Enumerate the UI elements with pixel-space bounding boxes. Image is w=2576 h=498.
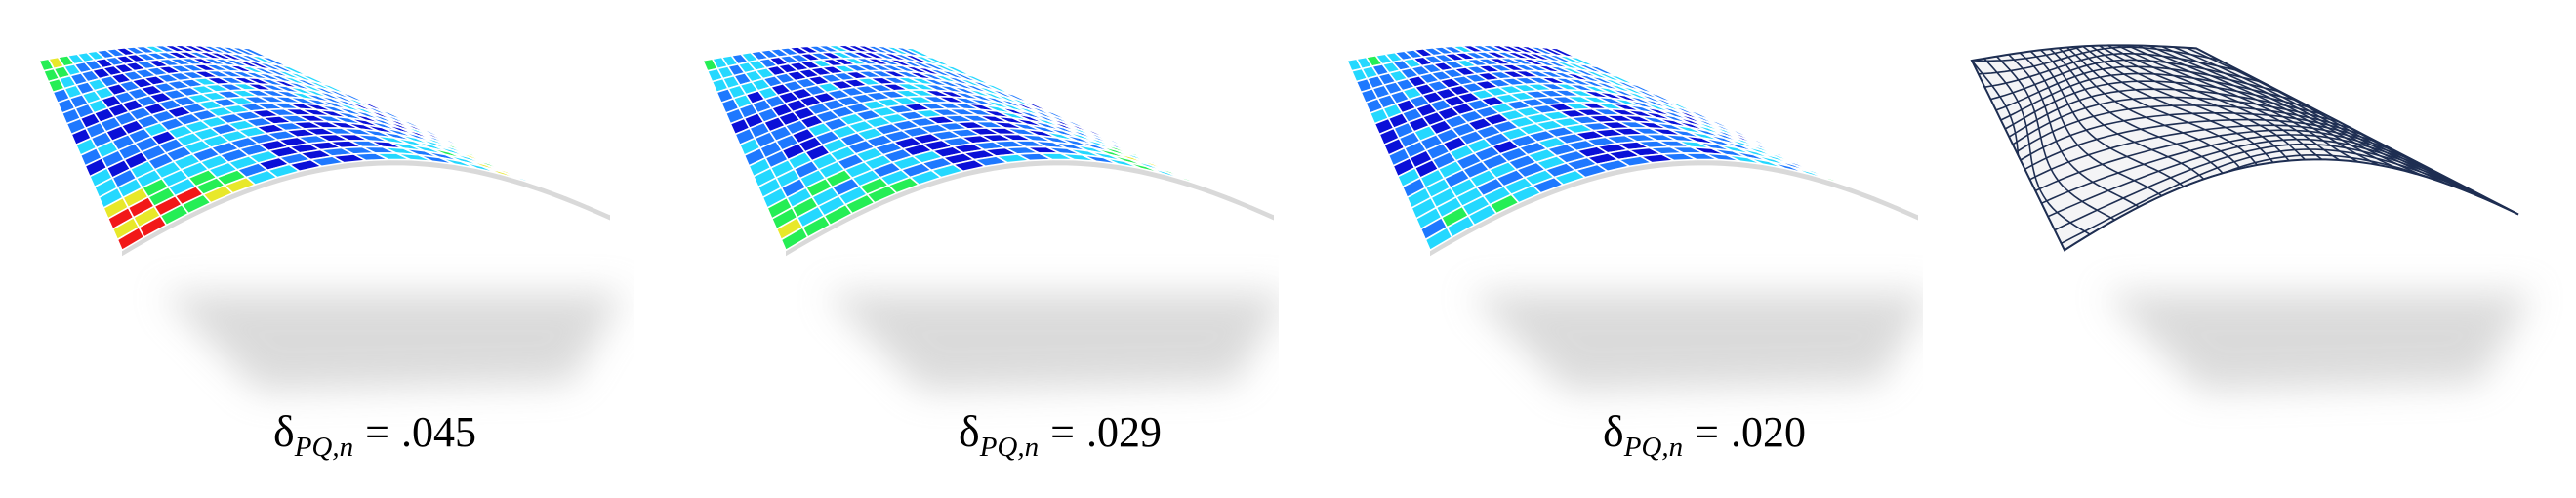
mesh-face	[568, 194, 611, 216]
delta-symbol: δ	[959, 406, 980, 456]
mesh-line	[1995, 65, 2281, 111]
mesh-line	[2020, 112, 2366, 161]
mesh-line	[1971, 60, 2065, 251]
mesh-line	[2126, 44, 2380, 166]
mesh-line	[2058, 47, 2241, 170]
delta-symbol: δ	[273, 406, 295, 456]
mesh-line	[2116, 44, 2359, 163]
deviation-value: .029	[1085, 408, 1162, 456]
mesh-line	[1983, 58, 2091, 235]
mesh-line	[2065, 46, 2258, 166]
mesh-line	[1978, 46, 2220, 75]
surface-shadow	[825, 293, 1279, 391]
mesh-line	[2098, 44, 2323, 160]
mesh-line	[2029, 50, 2185, 187]
mesh-line	[2034, 129, 2419, 192]
equals-sign: =	[365, 408, 389, 456]
mesh-line	[2064, 153, 2519, 251]
caption-2: δPQ,n = .029	[959, 405, 1162, 464]
deviation-value: .020	[1730, 408, 1806, 456]
mesh-face	[1232, 194, 1275, 216]
mesh-line	[1995, 56, 2115, 221]
mesh-line	[2106, 44, 2341, 161]
mesh-line	[1990, 59, 2263, 101]
surface-heatmap-1	[37, 44, 625, 391]
mesh-line	[2040, 49, 2205, 180]
surface-wireframe	[1970, 44, 2533, 391]
surface-shadow	[161, 293, 625, 391]
caption-3: δPQ,n = .020	[1603, 405, 1806, 464]
surface-heatmap-2	[701, 44, 1279, 391]
mesh-line	[2019, 52, 2163, 197]
mesh-face	[1876, 194, 1919, 216]
mesh-line	[2041, 134, 2439, 204]
surface-heatmap-3	[1345, 44, 1923, 391]
mesh-line	[1971, 44, 2197, 62]
mesh-line	[2047, 138, 2462, 218]
mesh-line	[2024, 118, 2382, 171]
surface-shadow	[2104, 293, 2533, 391]
equals-sign: =	[1050, 408, 1075, 456]
delta-subscript: PQ,n	[294, 432, 354, 463]
mesh-line	[2016, 104, 2352, 153]
delta-symbol: δ	[1603, 406, 1624, 456]
mesh-line	[2054, 143, 2485, 231]
panel-2: δPQ,n = .029	[644, 0, 1279, 498]
mesh-line	[1984, 53, 2242, 88]
mesh-line	[2008, 88, 2326, 138]
mesh-line	[2029, 124, 2399, 181]
mesh-line	[2012, 96, 2340, 145]
mesh-line	[2004, 80, 2313, 130]
caption-1: δPQ,n = .045	[273, 405, 476, 464]
surface-shadow	[1469, 293, 1923, 391]
panel-1: δPQ,n = .045	[0, 0, 634, 498]
mesh-line	[2000, 72, 2298, 121]
panel-4	[1933, 0, 2576, 498]
delta-subscript: PQ,n	[979, 432, 1040, 463]
deviation-value: .045	[400, 408, 476, 456]
mesh-line	[2160, 45, 2448, 186]
equals-sign: =	[1695, 408, 1719, 456]
delta-subscript: PQ,n	[1623, 432, 1684, 463]
mesh-line	[2008, 54, 2140, 208]
panel-3: δPQ,n = .020	[1288, 0, 1923, 498]
mesh-line	[2061, 148, 2508, 245]
